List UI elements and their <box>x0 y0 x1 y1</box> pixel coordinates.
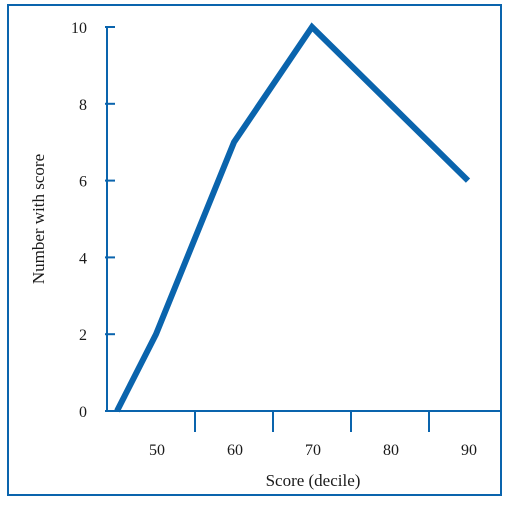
x-tick-label: 70 <box>305 442 321 459</box>
x-tick-label: 50 <box>149 442 165 459</box>
chart-frame <box>7 4 502 496</box>
y-axis-title: Number with score <box>29 154 48 284</box>
x-tick-label: 60 <box>227 442 243 459</box>
x-axis-title: Score (decile) <box>266 471 361 490</box>
y-tick-label: 4 <box>79 250 87 267</box>
series-line <box>114 22 471 413</box>
y-tick-label: 8 <box>79 97 87 114</box>
series-layer <box>114 22 471 413</box>
y-tick-label: 6 <box>79 174 87 191</box>
x-tick-label: 80 <box>383 442 399 459</box>
y-axis: 0 2 4 6 8 10 <box>71 20 115 421</box>
x-tick-label: 90 <box>461 442 477 459</box>
x-axis: 50 60 70 80 90 <box>107 410 500 459</box>
y-tick-label: 2 <box>79 327 87 344</box>
y-tick-label: 10 <box>71 20 87 37</box>
y-tick-label: 0 <box>79 404 87 421</box>
